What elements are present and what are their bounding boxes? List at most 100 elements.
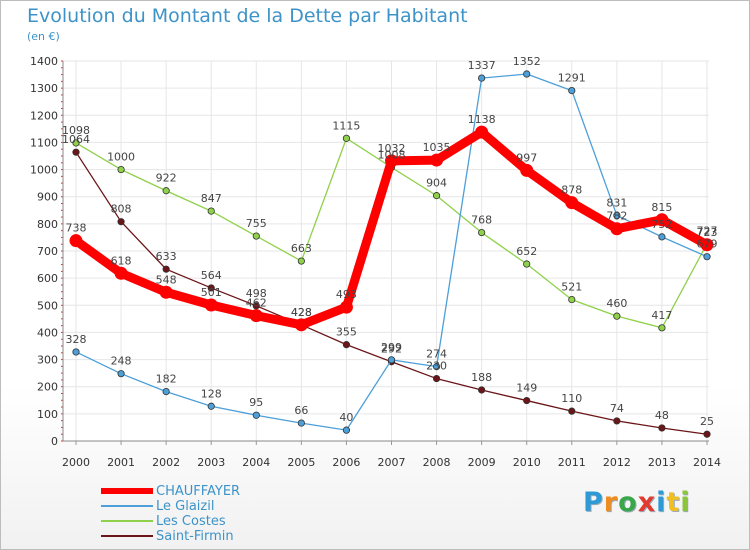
- data-point-le-glaizil: [207, 402, 215, 410]
- data-point-chauffayer: [475, 125, 489, 139]
- data-label-saint-firmin: 808: [111, 203, 132, 216]
- data-label-le-glaizil: 128: [201, 387, 222, 400]
- y-tick-label: 500: [37, 299, 58, 312]
- logo-letter: i: [656, 487, 667, 518]
- data-label-saint-firmin: 188: [471, 371, 492, 384]
- legend-label: Saint-Firmin: [156, 529, 234, 544]
- data-point-les-costes: [117, 165, 125, 174]
- data-label-les-costes: 755: [246, 217, 267, 230]
- data-point-les-costes: [162, 187, 170, 195]
- data-point-chauffayer: [430, 153, 444, 167]
- data-point-le-glaizil: [523, 70, 531, 78]
- data-point-les-costes: [342, 134, 351, 142]
- legend-swatch-saint-firmin: [101, 535, 153, 537]
- y-tick-label: 800: [37, 218, 58, 231]
- data-label-le-glaizil: 328: [66, 333, 87, 346]
- data-label-saint-firmin: 633: [156, 250, 177, 263]
- x-tick-label: 2014: [693, 456, 721, 469]
- y-tick-label: 700: [37, 245, 58, 258]
- data-point-saint-firmin: [658, 424, 666, 432]
- data-point-les-costes: [568, 295, 576, 304]
- x-tick-label: 2004: [242, 456, 270, 469]
- data-point-les-costes: [207, 207, 215, 215]
- data-label-saint-firmin: 149: [516, 382, 537, 395]
- data-point-chauffayer: [249, 309, 263, 323]
- data-point-les-costes: [72, 139, 80, 147]
- data-label-saint-firmin: 292: [381, 343, 402, 356]
- data-label-saint-firmin: 355: [336, 326, 357, 339]
- data-label-chauffayer: 782: [606, 210, 627, 223]
- data-point-le-glaizil: [297, 419, 305, 427]
- data-point-chauffayer: [159, 285, 173, 299]
- data-point-les-costes: [252, 232, 260, 240]
- y-tick-label: 300: [37, 354, 58, 367]
- data-point-saint-firmin: [252, 302, 260, 310]
- data-point-le-glaizil: [162, 387, 170, 396]
- y-tick-label: 200: [37, 381, 58, 394]
- legend-label: Les Costes: [156, 514, 226, 529]
- y-tick-label: 1000: [30, 164, 58, 177]
- data-label-chauffayer: 501: [201, 286, 222, 299]
- data-label-saint-firmin: 110: [561, 392, 582, 405]
- data-label-les-costes: 847: [201, 192, 222, 205]
- data-label-les-costes: 1115: [332, 119, 360, 132]
- chart-subtitle: (en €): [27, 30, 60, 43]
- data-point-le-glaizil: [72, 348, 80, 356]
- data-label-chauffayer: 428: [291, 306, 312, 319]
- data-point-saint-firmin: [162, 265, 170, 273]
- legend-swatch-le-glaizil: [101, 505, 153, 507]
- data-label-les-costes: 652: [516, 245, 537, 258]
- data-label-chauffayer: 1032: [378, 142, 406, 155]
- data-label-le-glaizil: 66: [294, 404, 308, 417]
- data-point-saint-firmin: [568, 407, 576, 415]
- data-point-chauffayer: [69, 234, 83, 248]
- data-label-les-costes: 1098: [62, 124, 90, 137]
- x-tick-label: 2007: [378, 456, 406, 469]
- x-tick-label: 2006: [332, 456, 360, 469]
- data-point-saint-firmin: [117, 218, 125, 226]
- data-label-les-costes: 922: [156, 172, 177, 185]
- data-point-le-glaizil: [432, 363, 441, 371]
- data-point-chauffayer: [610, 222, 624, 236]
- y-tick-label: 1100: [30, 136, 58, 149]
- x-tick-label: 2008: [423, 456, 451, 469]
- y-tick-label: 0: [51, 435, 58, 448]
- data-point-le-glaizil: [703, 253, 711, 261]
- data-point-saint-firmin: [523, 396, 531, 405]
- data-label-les-costes: 663: [291, 242, 312, 255]
- data-point-le-glaizil: [478, 74, 486, 82]
- data-label-le-glaizil: 1337: [468, 59, 496, 72]
- y-tick-label: 400: [37, 326, 58, 339]
- data-label-chauffayer: 723: [697, 226, 718, 239]
- data-point-saint-firmin: [478, 386, 486, 394]
- data-label-chauffayer: 462: [246, 297, 267, 310]
- data-point-saint-firmin: [342, 341, 351, 349]
- data-point-le-glaizil: [252, 411, 260, 419]
- data-label-les-costes: 417: [651, 309, 672, 322]
- data-point-chauffayer: [565, 196, 579, 210]
- data-point-le-glaizil: [613, 211, 621, 220]
- x-tick-label: 2005: [287, 456, 315, 469]
- data-label-les-costes: 521: [561, 281, 582, 294]
- logo-letter: x: [637, 487, 657, 518]
- y-tick-label: 100: [37, 408, 58, 421]
- logo-letter: i: [680, 487, 691, 518]
- data-label-saint-firmin: 230: [426, 360, 447, 373]
- data-label-chauffayer: 618: [111, 254, 132, 267]
- x-tick-label: 2010: [513, 456, 541, 469]
- data-label-le-glaizil: 95: [249, 396, 263, 409]
- data-point-chauffayer: [339, 300, 353, 314]
- data-point-les-costes: [523, 260, 531, 268]
- x-tick-label: 2009: [468, 456, 496, 469]
- data-label-saint-firmin: 25: [700, 415, 714, 428]
- data-point-chauffayer: [700, 238, 714, 252]
- data-label-chauffayer: 815: [651, 201, 672, 214]
- legend-label: CHAUFFAYER: [156, 484, 241, 499]
- data-point-chauffayer: [114, 266, 128, 280]
- data-label-chauffayer: 548: [156, 273, 177, 286]
- x-tick-label: 2001: [107, 456, 135, 469]
- x-tick-label: 2002: [152, 456, 180, 469]
- data-label-les-costes: 460: [606, 297, 627, 310]
